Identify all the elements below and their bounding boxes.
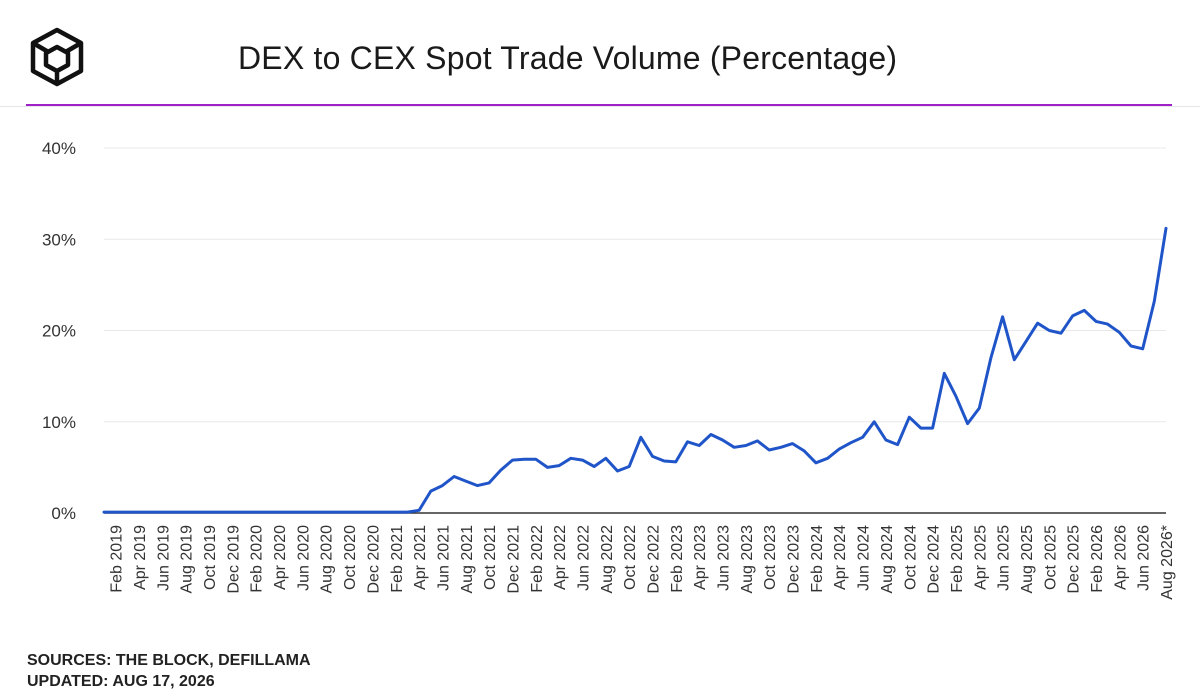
x-tick-label: Dec 2019	[225, 525, 242, 594]
sources-note: SOURCES: THE BLOCK, DEFILLAMA	[27, 652, 311, 669]
x-tick-label: Jun 2023	[716, 525, 733, 591]
x-tick-label: Apr 2020	[272, 525, 289, 590]
x-tick-label: Aug 2020	[319, 525, 336, 594]
x-tick-label: Jun 2025	[996, 525, 1013, 591]
chart-title: DEX to CEX Spot Trade Volume (Percentage…	[238, 40, 898, 76]
x-tick-label: Oct 2022	[622, 525, 639, 590]
x-tick-label: Dec 2021	[505, 525, 522, 594]
x-tick-label: Oct 2021	[482, 525, 499, 590]
x-tick-label: Feb 2019	[109, 525, 126, 593]
x-tick-label: Aug 2026*	[1159, 525, 1176, 600]
x-tick-label: Feb 2022	[529, 525, 546, 593]
x-tick-label: Aug 2023	[739, 525, 756, 594]
x-tick-label: Apr 2022	[552, 525, 569, 590]
line-chart: 0% 10% 20% 30% 40% Feb 2019 Apr 2019 Jun 2019 A…	[42, 139, 1176, 600]
x-tick-label: Dec 2025	[1066, 525, 1083, 594]
x-tick-label: Jun 2021	[435, 525, 452, 591]
x-tick-label: Dec 2020	[365, 525, 382, 594]
x-tick-label: Apr 2025	[972, 525, 989, 590]
x-tick-label: Feb 2020	[249, 525, 266, 593]
x-tick-label: Dec 2023	[786, 525, 803, 594]
x-tick-label: Apr 2021	[412, 525, 429, 590]
updated-note: UPDATED: AUG 17, 2026	[27, 673, 215, 690]
x-tick-label: Feb 2023	[669, 525, 686, 593]
y-tick-label: 20%	[42, 322, 76, 341]
x-tick-label: Oct 2019	[202, 525, 219, 590]
x-tick-label: Oct 2025	[1042, 525, 1059, 590]
x-tick-label: Jun 2020	[295, 525, 312, 591]
y-tick-label: 0%	[51, 504, 76, 523]
series-layer	[102, 226, 1168, 514]
x-tick-label: Dec 2024	[926, 525, 943, 594]
x-tick-label: Dec 2022	[646, 525, 663, 594]
series-line-0	[102, 226, 1168, 514]
x-tick-label: Feb 2024	[809, 525, 826, 593]
x-tick-label: Oct 2024	[902, 525, 919, 590]
x-tick-label: Apr 2023	[692, 525, 709, 590]
x-tick-label: Aug 2022	[599, 525, 616, 594]
x-tick-label: Apr 2026	[1112, 525, 1129, 590]
chart-header: DEX to CEX Spot Trade Volume (Percentage…	[0, 0, 1200, 106]
x-tick-label: Aug 2021	[459, 525, 476, 594]
x-tick-label: Apr 2024	[832, 525, 849, 590]
x-tick-label: Jun 2022	[575, 525, 592, 591]
x-tick-label: Aug 2025	[1019, 525, 1036, 594]
x-tick-label: Feb 2025	[949, 525, 966, 593]
x-tick-label: Aug 2019	[179, 525, 196, 594]
grid-lines	[104, 147, 1166, 423]
x-tick-label: Oct 2020	[342, 525, 359, 590]
header-divider	[0, 106, 1200, 107]
x-tick-label: Apr 2019	[132, 525, 149, 590]
the-block-cube-logo-icon	[30, 27, 84, 87]
x-tick-label: Oct 2023	[762, 525, 779, 590]
x-tick-label: Jun 2019	[155, 525, 172, 591]
y-tick-label: 10%	[42, 413, 76, 432]
x-tick-label: Feb 2026	[1089, 525, 1106, 593]
x-tick-label: Jun 2026	[1136, 525, 1153, 591]
y-tick-label: 40%	[42, 139, 76, 158]
x-tick-label: Feb 2021	[389, 525, 406, 593]
x-tick-label: Jun 2024	[856, 525, 873, 591]
y-axis-tick-labels: 0% 10% 20% 30% 40%	[42, 139, 76, 523]
x-axis-tick-labels: Feb 2019 Apr 2019 Jun 2019 Aug 2019 Oct 2019…	[109, 525, 1176, 600]
y-tick-label: 30%	[42, 230, 76, 249]
title-accent-rule	[26, 104, 1172, 106]
chart-footer: SOURCES: THE BLOCK, DEFILLAMA UPDATED: A…	[27, 650, 311, 692]
x-tick-label: Aug 2024	[879, 525, 896, 594]
